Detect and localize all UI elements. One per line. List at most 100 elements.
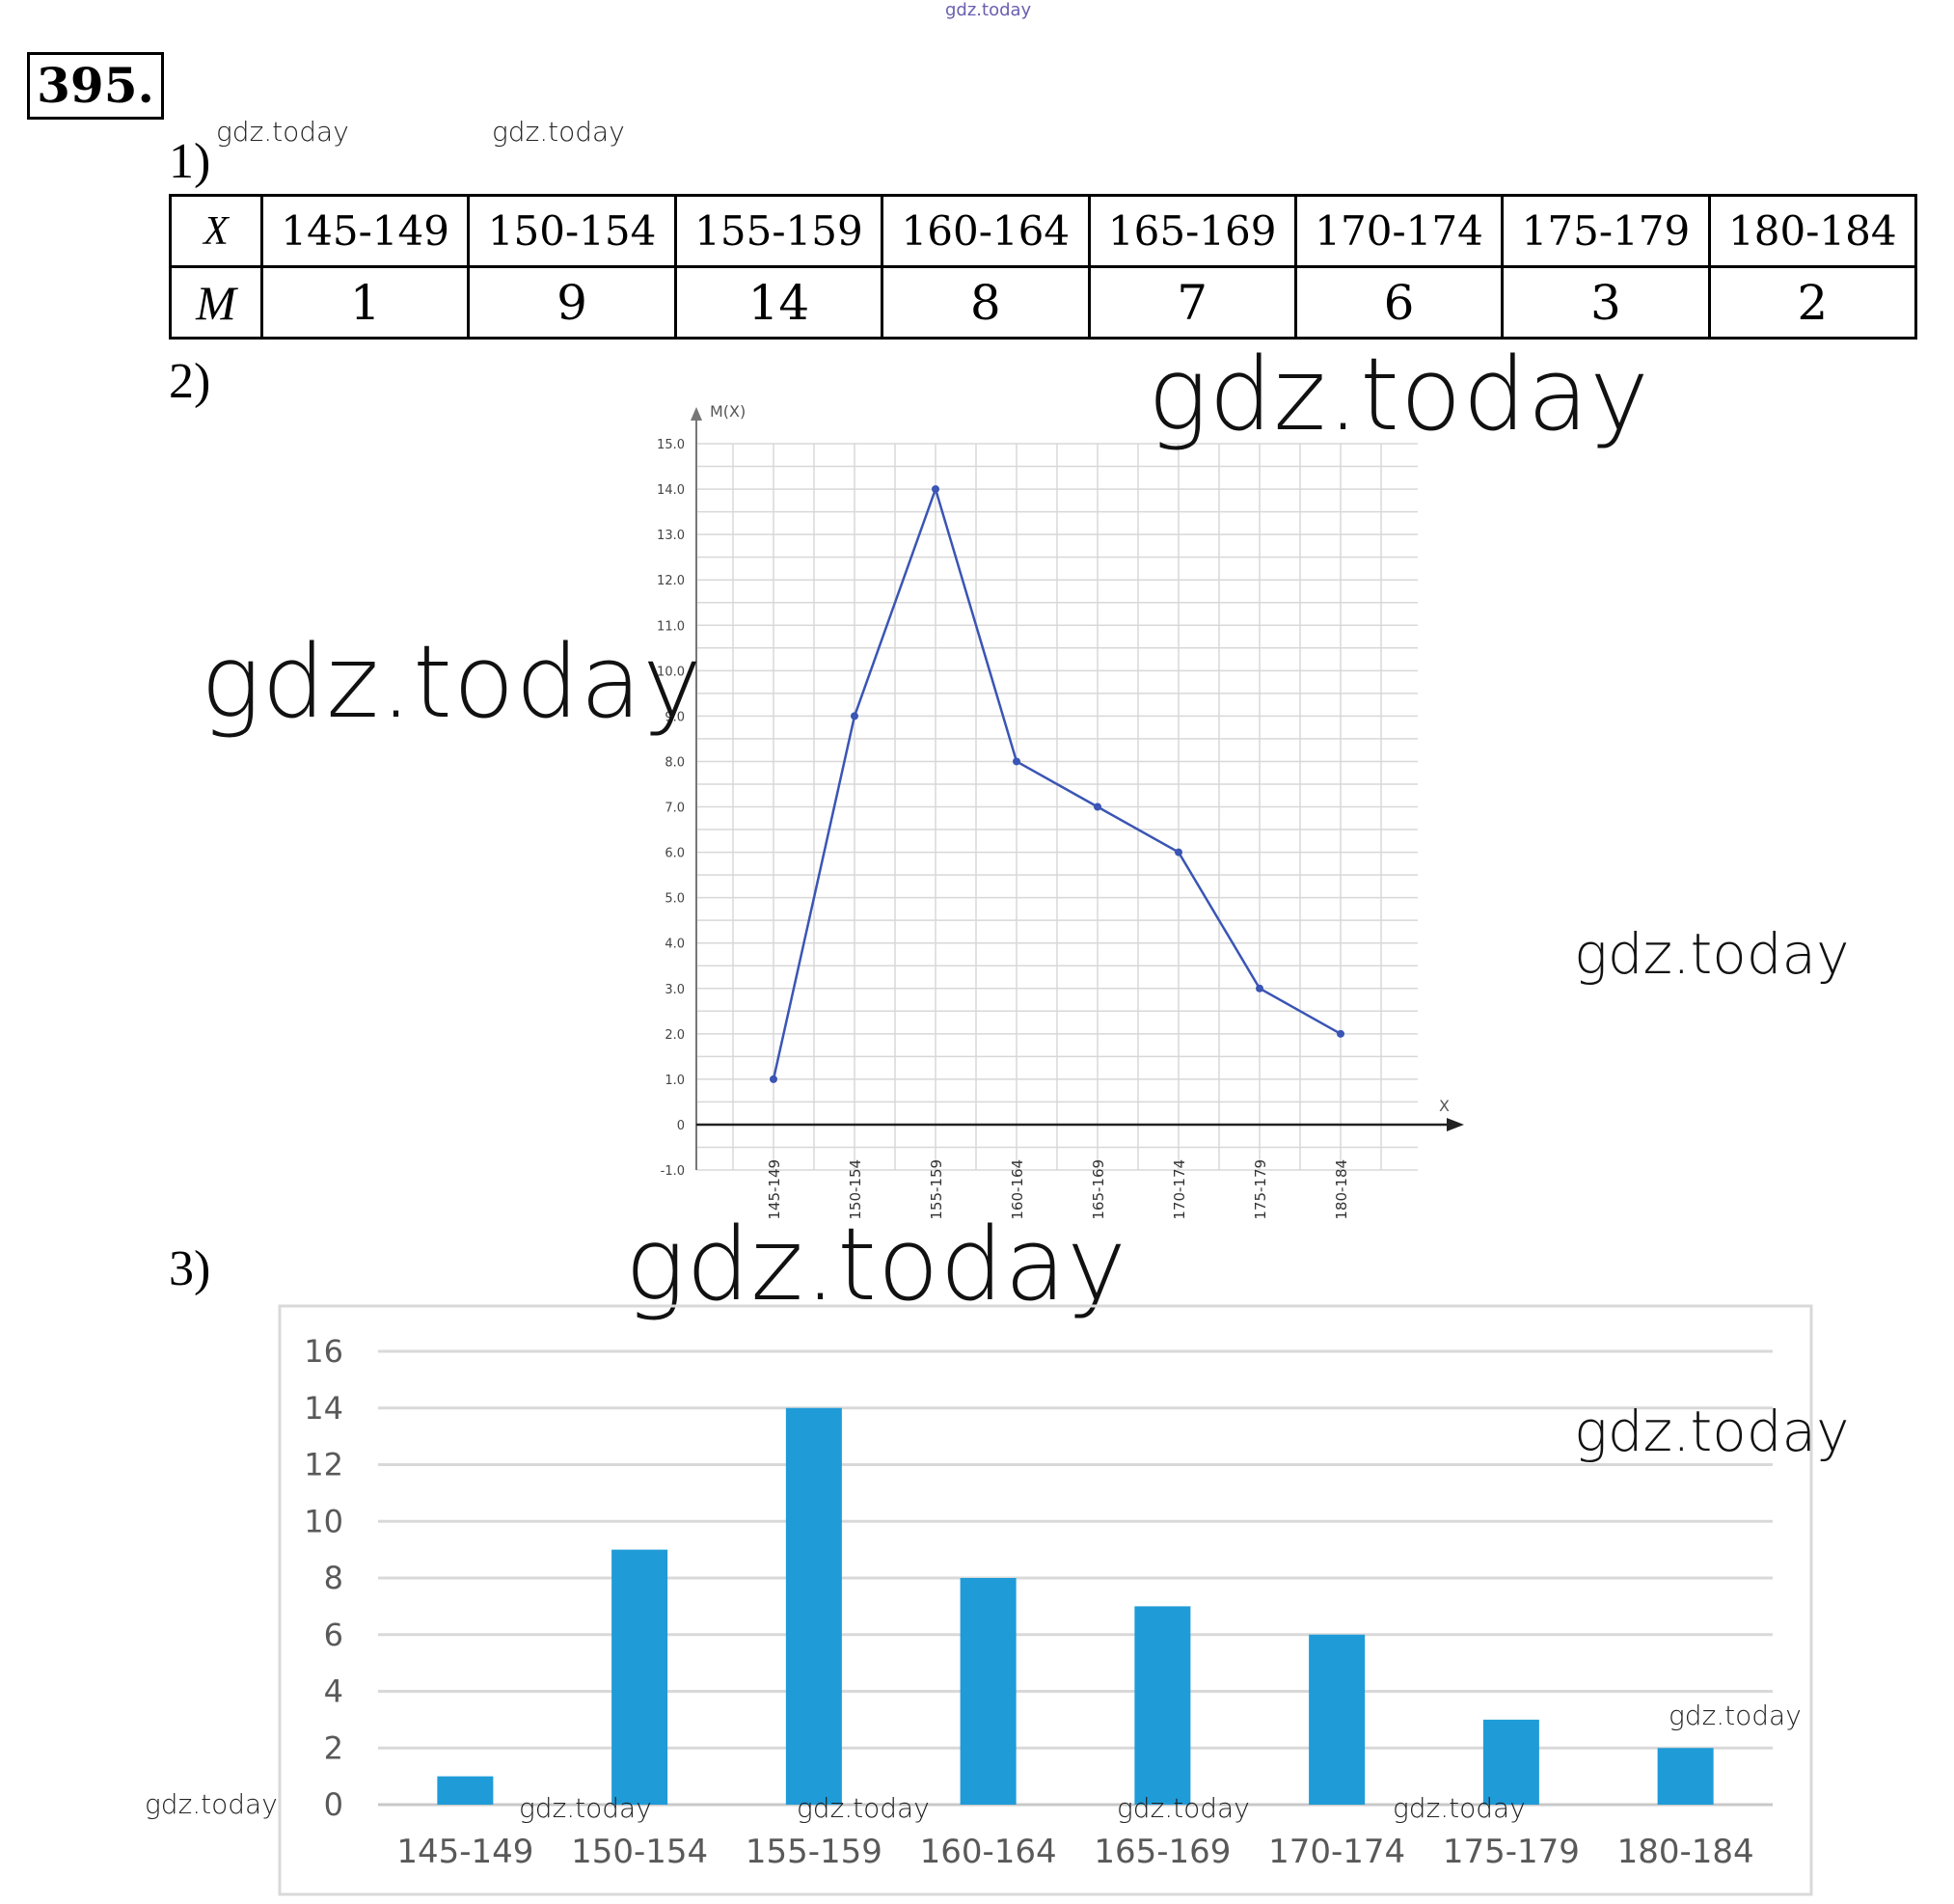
watermark-11: gdz.today: [797, 1792, 930, 1824]
bar: [1134, 1606, 1191, 1805]
x-tick-label: 175-179: [1443, 1833, 1580, 1871]
y-tick-label: -1.0: [661, 1164, 685, 1179]
watermark-5: gdz.today: [1574, 921, 1850, 987]
watermark-2: gdz.today: [492, 116, 625, 148]
interval-cell: 175-179: [1501, 194, 1711, 268]
y-tick-label: 2: [324, 1729, 343, 1766]
data-point: [1013, 757, 1020, 766]
row-label-x: X: [169, 194, 263, 268]
y-tick-label: 10.0: [657, 665, 685, 679]
y-tick-label: 9.0: [665, 710, 685, 724]
x-tick-label: 175-179: [1252, 1159, 1269, 1220]
count-cell: 3: [1501, 265, 1711, 340]
x-tick-label: 150-154: [571, 1833, 708, 1871]
count-cell: 2: [1707, 265, 1918, 340]
count-cell: 9: [467, 265, 677, 340]
bar: [1657, 1748, 1714, 1805]
y-tick-label: 6: [324, 1617, 343, 1653]
x-tick-label: 155-159: [928, 1159, 945, 1220]
part-1-label: 1): [169, 134, 211, 189]
bar: [437, 1776, 494, 1805]
y-tick-label: 3.0: [665, 983, 685, 997]
interval-cell: 165-169: [1087, 194, 1297, 268]
data-point: [1337, 1029, 1344, 1038]
y-tick-label: 15.0: [657, 438, 685, 452]
y-tick-label: 0: [324, 1786, 343, 1823]
x-tick-label: 155-159: [746, 1833, 882, 1871]
frequency-table: X 145-149 150-154 155-159 160-164 165-16…: [169, 194, 1918, 340]
x-axis-arrow: [1447, 1117, 1464, 1131]
count-cell: 14: [673, 265, 884, 340]
watermark-top: gdz.today: [945, 0, 1032, 20]
bar: [1309, 1634, 1366, 1805]
interval-cell: 145-149: [259, 194, 471, 268]
y-tick-label: 12.0: [657, 574, 685, 588]
watermark-8: gdz.today: [1669, 1700, 1802, 1731]
y-tick-label: 8.0: [665, 755, 685, 770]
x-axis-label: X: [1439, 1097, 1450, 1115]
table-row-m: M 1 9 14 8 7 6 3 2: [169, 265, 1918, 340]
y-tick-label: 5.0: [665, 892, 685, 907]
x-tick-label: 145-149: [766, 1159, 783, 1220]
bar: [611, 1549, 668, 1805]
y-tick-label: 13.0: [657, 529, 685, 543]
interval-cell: 155-159: [673, 194, 884, 268]
y-tick-label: 16: [304, 1333, 343, 1370]
y-axis-arrow: [691, 407, 702, 421]
row-label-m: M: [169, 265, 263, 340]
watermark-9: gdz.today: [145, 1788, 278, 1820]
y-axis-label: M(X): [710, 402, 746, 421]
x-tick-label: 160-164: [920, 1833, 1057, 1871]
count-cell: 8: [881, 265, 1091, 340]
table-row-x: X 145-149 150-154 155-159 160-164 165-16…: [169, 194, 1918, 268]
y-tick-label: 6.0: [665, 847, 685, 861]
y-tick-label: 11.0: [657, 619, 685, 634]
x-tick-label: 150-154: [847, 1159, 864, 1220]
watermark-13: gdz.today: [1393, 1792, 1526, 1824]
y-tick-label: 4.0: [665, 938, 685, 952]
series-line: [772, 485, 1342, 1080]
y-tick-label: 10: [304, 1503, 343, 1539]
part-3-label: 3): [169, 1241, 211, 1296]
interval-cell: 150-154: [467, 194, 677, 268]
x-tick-label: 160-164: [1009, 1159, 1026, 1220]
data-point: [1256, 984, 1263, 993]
y-tick-label: 14: [304, 1390, 343, 1427]
interval-cell: 180-184: [1707, 194, 1918, 268]
y-tick-label: 1.0: [665, 1074, 685, 1088]
interval-cell: 170-174: [1293, 194, 1505, 268]
count-cell: 6: [1293, 265, 1505, 340]
watermark-12: gdz.today: [1117, 1792, 1250, 1824]
y-tick-label: 7.0: [665, 802, 685, 816]
y-tick-label: 4: [324, 1673, 343, 1710]
data-point: [1094, 802, 1101, 811]
x-tick-label: 180-184: [1333, 1159, 1350, 1220]
x-tick-label: 170-174: [1171, 1159, 1188, 1220]
interval-cell: 160-164: [881, 194, 1091, 268]
x-tick-label: 165-169: [1094, 1833, 1231, 1871]
count-cell: 1: [259, 265, 471, 340]
y-tick-label: 12: [304, 1447, 343, 1483]
watermark-6: gdz.today: [625, 1206, 1127, 1323]
y-tick-label: 2.0: [665, 1028, 685, 1043]
x-tick-label: 180-184: [1617, 1833, 1754, 1871]
watermark-1: gdz.today: [216, 116, 349, 148]
x-tick-label: 165-169: [1090, 1159, 1107, 1220]
data-point: [1175, 848, 1182, 857]
bar: [785, 1407, 842, 1805]
watermark-10: gdz.today: [519, 1792, 652, 1824]
bar: [960, 1578, 1017, 1805]
x-tick-label: 170-174: [1268, 1833, 1405, 1871]
x-tick-label: 145-149: [396, 1833, 533, 1871]
watermark-7: gdz.today: [1574, 1399, 1850, 1464]
bar: [1482, 1719, 1539, 1805]
watermark-4: gdz.today: [201, 623, 703, 741]
count-cell: 7: [1087, 265, 1297, 340]
y-tick-label: 0: [677, 1119, 685, 1133]
y-tick-label: 8: [324, 1560, 343, 1596]
problem-number: 395.: [27, 52, 164, 120]
part-2-label: 2): [169, 354, 211, 409]
chart-frame: [278, 1304, 1813, 1896]
